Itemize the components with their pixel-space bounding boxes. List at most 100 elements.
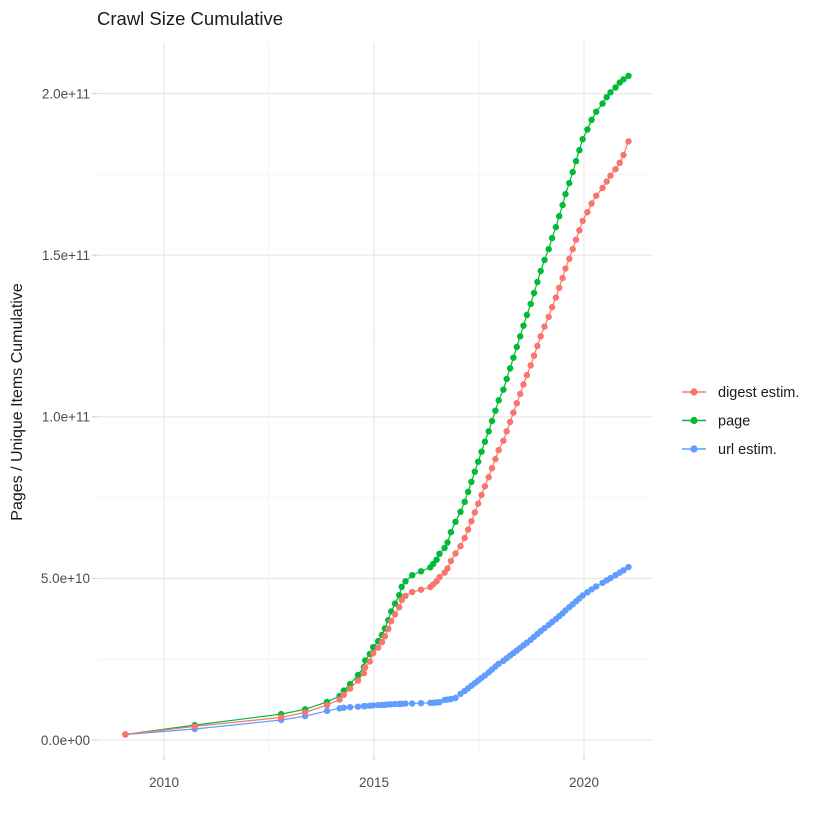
- data-point: [475, 458, 482, 465]
- data-point: [541, 256, 548, 264]
- data-point: [488, 465, 496, 472]
- data-point: [409, 572, 416, 579]
- data-point: [409, 588, 416, 596]
- data-point: [323, 701, 331, 709]
- data-point: [506, 365, 514, 372]
- data-point: [402, 578, 409, 585]
- data-point: [579, 217, 586, 225]
- data-point: [475, 500, 482, 507]
- data-point: [593, 192, 600, 199]
- data-point: [572, 236, 580, 243]
- data-point: [500, 386, 507, 393]
- data-point: [562, 190, 569, 198]
- data-point: [447, 529, 455, 536]
- data-point: [612, 166, 619, 173]
- series-page: [122, 72, 632, 738]
- data-point: [461, 534, 468, 542]
- data-point: [500, 437, 507, 444]
- data-point: [588, 586, 595, 593]
- data-point: [488, 417, 496, 425]
- data-point: [468, 478, 475, 485]
- data-point: [370, 649, 377, 657]
- data-point: [625, 563, 632, 571]
- x-tick-label: 2020: [569, 775, 599, 790]
- data-point: [566, 179, 573, 187]
- data-point: [301, 709, 309, 716]
- grid-major-lines: [97, 42, 652, 755]
- data-point: [607, 172, 614, 179]
- data-point: [464, 488, 472, 495]
- series-url-estim: [122, 563, 632, 738]
- data-point: [569, 245, 576, 253]
- y-tick-label: 1.5e+11: [42, 248, 90, 263]
- data-point: [323, 707, 331, 715]
- data-point: [436, 550, 443, 557]
- data-point: [556, 212, 563, 220]
- data-point: [362, 702, 369, 710]
- data-point: [452, 518, 459, 525]
- data-point: [534, 342, 541, 350]
- data-series-layer: [122, 72, 632, 738]
- data-point: [530, 352, 538, 359]
- data-point: [402, 592, 409, 600]
- data-point: [354, 677, 362, 684]
- data-point: [579, 592, 586, 599]
- data-point: [436, 699, 443, 706]
- data-point: [375, 644, 382, 651]
- data-point: [366, 658, 373, 665]
- data-point: [556, 284, 563, 291]
- data-point: [503, 375, 510, 383]
- data-point: [391, 600, 399, 607]
- data-point: [566, 255, 573, 262]
- data-point: [444, 565, 451, 572]
- y-tick-label: 1.0e+11: [42, 410, 90, 425]
- data-point: [417, 700, 425, 707]
- data-point: [346, 685, 354, 692]
- data-point: [527, 300, 534, 308]
- data-point: [588, 116, 595, 124]
- data-point: [441, 544, 448, 552]
- data-point: [402, 700, 409, 707]
- data-point: [603, 94, 610, 101]
- data-point: [360, 669, 368, 677]
- data-point: [378, 638, 386, 646]
- legend-item-digest: digest estim.: [682, 385, 799, 401]
- data-point: [433, 556, 440, 563]
- legend: digest estim. page url estim.: [682, 385, 799, 458]
- data-point: [481, 483, 489, 490]
- data-point: [398, 596, 405, 604]
- data-point: [340, 691, 347, 698]
- y-tick-label: 5.0e+10: [41, 571, 90, 586]
- data-point: [452, 694, 459, 702]
- data-point: [381, 633, 389, 640]
- data-point: [579, 136, 586, 143]
- data-point: [520, 322, 527, 329]
- data-point: [436, 573, 443, 581]
- data-point: [370, 702, 377, 709]
- data-point: [616, 159, 623, 166]
- data-point: [572, 157, 580, 165]
- data-point: [527, 362, 534, 369]
- data-point: [417, 568, 425, 575]
- data-point: [620, 151, 627, 159]
- data-point: [452, 550, 459, 557]
- data-point: [607, 89, 614, 96]
- data-point: [534, 278, 541, 286]
- data-point: [517, 333, 524, 340]
- legend-item-url: url estim.: [682, 442, 777, 458]
- data-point: [625, 72, 632, 80]
- data-point: [552, 223, 560, 231]
- data-point: [603, 178, 610, 185]
- data-point: [612, 84, 619, 91]
- data-point: [362, 664, 369, 671]
- data-point: [607, 574, 614, 582]
- data-point: [541, 323, 548, 330]
- x-tick-label: 2010: [149, 775, 179, 790]
- data-point: [481, 438, 489, 445]
- data-point: [495, 446, 502, 454]
- data-point: [510, 354, 517, 361]
- data-point: [559, 201, 566, 209]
- data-point: [552, 294, 560, 301]
- data-point: [346, 680, 354, 688]
- data-point: [530, 289, 538, 297]
